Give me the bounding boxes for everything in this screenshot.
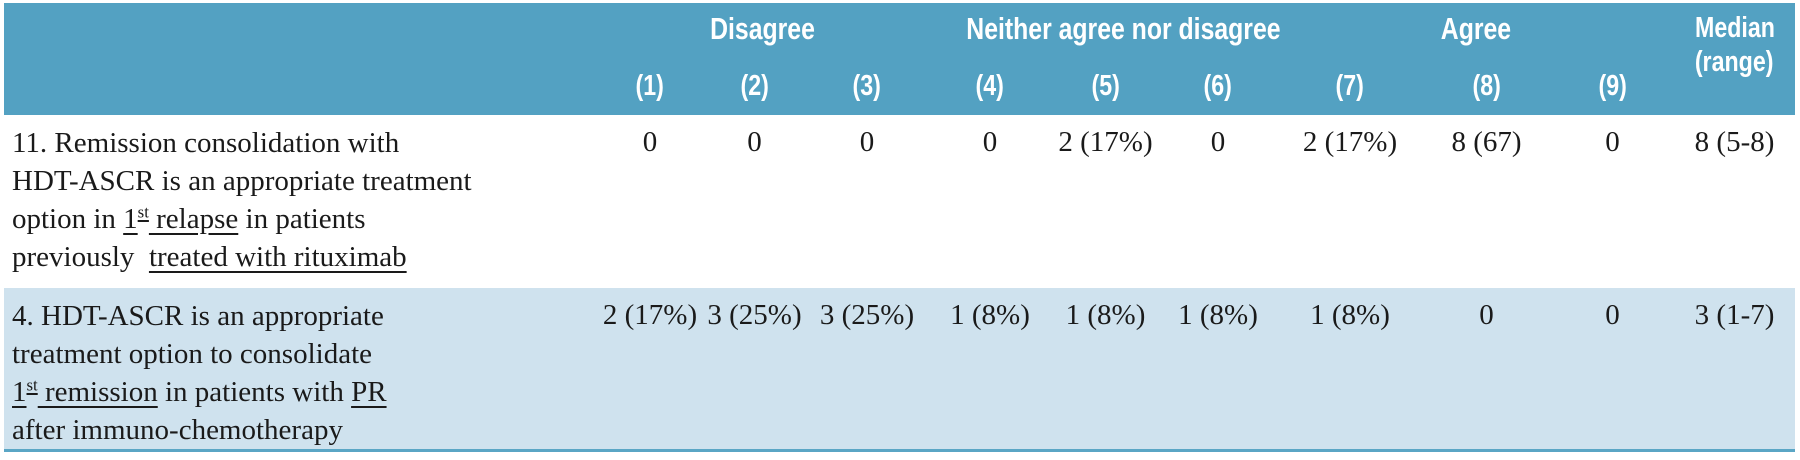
table-body: 11. Remission consolidation with HDT-ASCR… bbox=[4, 115, 1796, 452]
question-line: option in 1st relapse in patients bbox=[12, 200, 592, 238]
question-line: after immuno-chemotherapy bbox=[12, 411, 592, 449]
value-cell: 2 (17%) bbox=[1302, 126, 1398, 158]
scale-header-8: (8) bbox=[1422, 61, 1552, 115]
value-cell: 3 (25%) bbox=[807, 288, 927, 452]
header-group-row: Disagree Neither agree nor disagree Agre… bbox=[4, 3, 1796, 115]
value-cell: 0 bbox=[1422, 288, 1552, 452]
scale-header-7: (7) bbox=[1278, 61, 1423, 115]
question-line: 4. HDT-ASCR is an appropriate bbox=[12, 297, 592, 335]
question-line: previously treated with rituximab bbox=[12, 238, 592, 276]
group-label: Agree bbox=[1440, 11, 1512, 46]
value-cell: 8 (67) bbox=[1451, 126, 1522, 158]
value-cell: 0 bbox=[1210, 126, 1226, 158]
scale-header-1: (1) bbox=[598, 61, 702, 115]
value-cell: 2 (17%) bbox=[1058, 126, 1153, 158]
value-cell: 0 bbox=[859, 126, 875, 158]
question-line: HDT-ASCR is an appropriate treatment bbox=[12, 162, 592, 200]
question-text-segment: in patients bbox=[238, 203, 366, 235]
value-cell: 2 (17%) bbox=[598, 288, 702, 452]
question-text-segment: st bbox=[26, 375, 38, 395]
question-text-segment: previously bbox=[12, 241, 149, 273]
value-cell: 0 bbox=[1551, 288, 1675, 452]
question-text-segment: treatment option to consolidate bbox=[12, 338, 372, 370]
question-line: 1st remission in patients with PR bbox=[12, 373, 592, 411]
group-label: Disagree bbox=[710, 11, 815, 46]
question-column-header bbox=[4, 3, 598, 115]
question-line: 11. Remission consolidation with bbox=[12, 124, 592, 162]
value-cell: 0 bbox=[747, 126, 762, 158]
question-text-segment: treated with rituximab bbox=[148, 241, 407, 273]
question-text-segment: relapse bbox=[148, 203, 239, 235]
median-column-header: Median (range) bbox=[1674, 3, 1796, 115]
consensus-table: Disagree Neither agree nor disagree Agre… bbox=[4, 3, 1796, 452]
question-text-segment: 4. HDT-ASCR is an appropriate bbox=[12, 300, 384, 332]
value-cell: 1 (8%) bbox=[927, 288, 1053, 452]
median-cell: 3 (1-7) bbox=[1674, 288, 1796, 452]
question-text-segment: remission bbox=[37, 376, 158, 408]
group-label: Neither agree nor disagree bbox=[966, 11, 1281, 46]
scale-header-3: (3) bbox=[807, 61, 927, 115]
group-header-neither: Neither agree nor disagree bbox=[927, 3, 1281, 61]
question-text-segment: after immuno-chemotherapy bbox=[12, 414, 343, 446]
question-text-segment: 1 bbox=[123, 203, 138, 235]
question-text-segment: in patients with bbox=[157, 376, 352, 408]
value-cell: 0 bbox=[642, 126, 658, 158]
question-cell: 11. Remission consolidation with HDT-ASCR… bbox=[4, 115, 598, 288]
question-text-segment: 11. Remission consolidation with bbox=[12, 127, 400, 159]
question-text-segment: HDT-ASCR is an appropriate treatment bbox=[12, 165, 472, 197]
median-header-line2: (range) bbox=[1695, 46, 1774, 78]
table-header: Disagree Neither agree nor disagree Agre… bbox=[4, 3, 1796, 115]
question-text-segment: 1 bbox=[12, 376, 27, 408]
value-cell: 1 (8%) bbox=[1278, 288, 1423, 452]
group-header-disagree: Disagree bbox=[598, 3, 927, 61]
value-cell: 1 (8%) bbox=[1158, 288, 1279, 452]
scale-header-2: (2) bbox=[702, 61, 807, 115]
scale-header-9: (9) bbox=[1551, 61, 1675, 115]
group-header-agree: Agree bbox=[1278, 3, 1675, 61]
median-cell: 8 (5-8) bbox=[1694, 126, 1775, 158]
scale-header-4: (4) bbox=[927, 61, 1053, 115]
table-row: 4. HDT-ASCR is an appropriate treatment o… bbox=[4, 288, 1796, 452]
question-cell: 4. HDT-ASCR is an appropriate treatment o… bbox=[4, 288, 598, 452]
value-cell: 0 bbox=[982, 126, 998, 158]
table-row: 11. Remission consolidation with HDT-ASCR… bbox=[4, 115, 1795, 288]
scale-header-5: (5) bbox=[1053, 61, 1158, 115]
page: Disagree Neither agree nor disagree Agre… bbox=[0, 3, 1800, 460]
question-text-segment: PR bbox=[351, 376, 387, 408]
question-line: treatment option to consolidate bbox=[12, 335, 592, 373]
scale-header-6: (6) bbox=[1158, 61, 1279, 115]
question-text-segment: st bbox=[137, 202, 149, 222]
value-cell: 0 bbox=[1605, 126, 1620, 158]
header-scale-row: (1) (2) (3) (4) (5) (6) (7) (8) (9) bbox=[4, 61, 1795, 115]
value-cell: 1 (8%) bbox=[1053, 288, 1158, 452]
value-cell: 3 (25%) bbox=[702, 288, 807, 452]
median-header-line1: Median bbox=[1694, 12, 1775, 44]
question-text-segment: option in bbox=[12, 203, 124, 235]
